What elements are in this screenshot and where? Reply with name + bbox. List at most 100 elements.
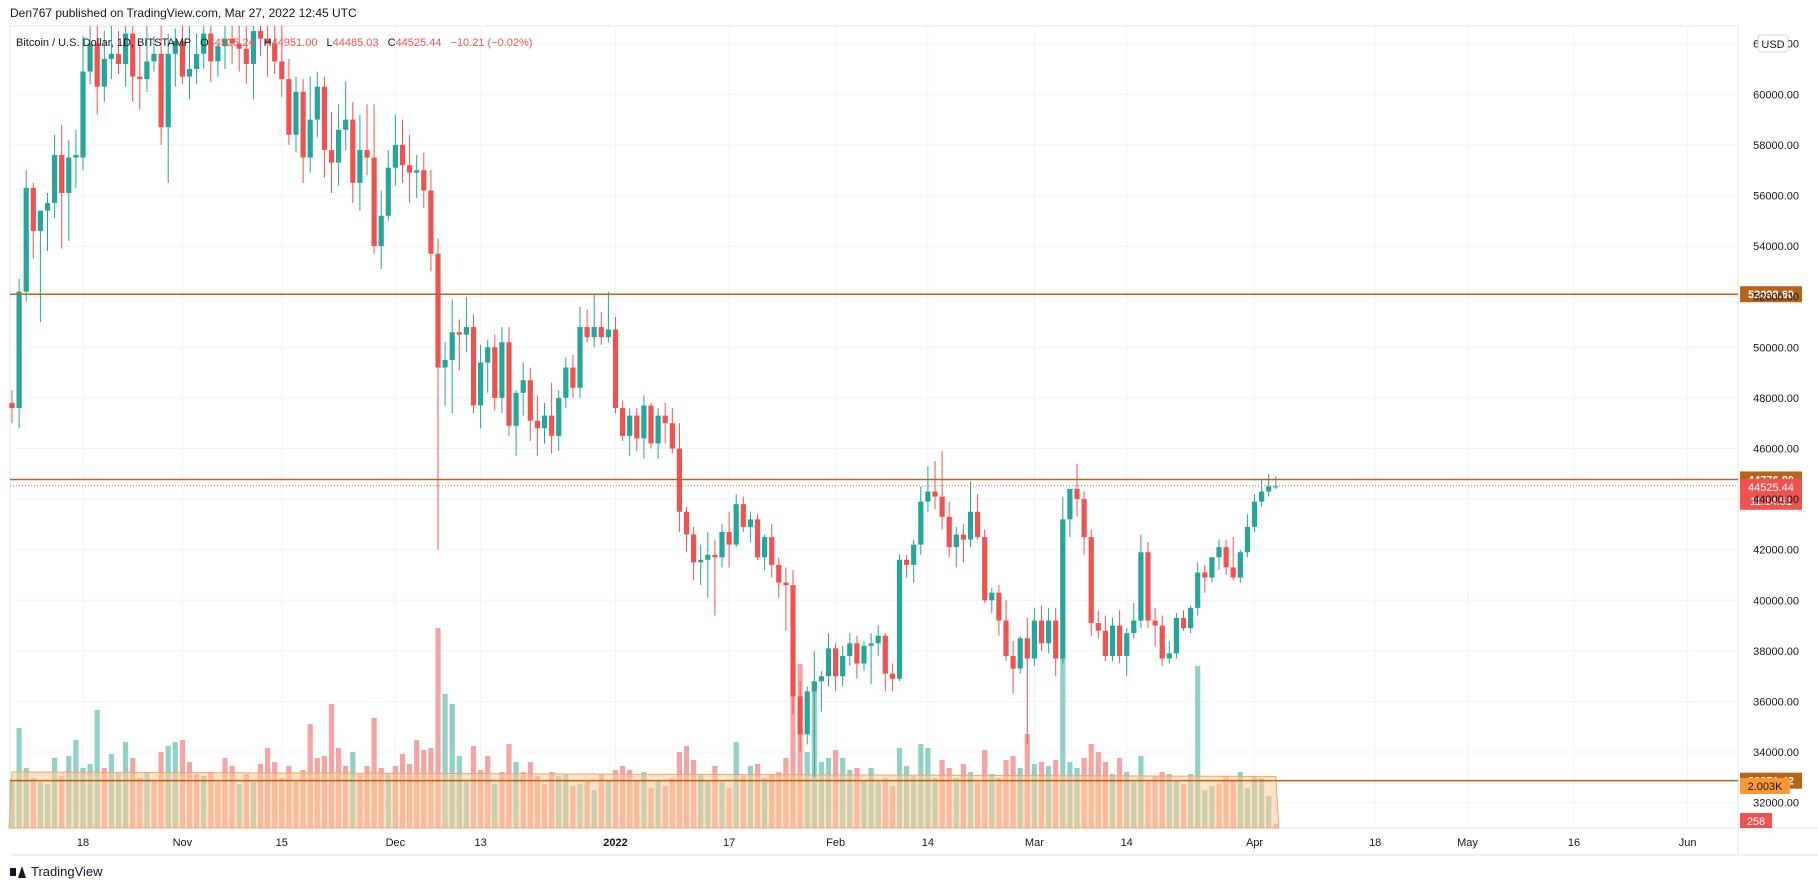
candle[interactable] bbox=[1251, 494, 1258, 532]
candle[interactable] bbox=[740, 496, 746, 532]
candle[interactable] bbox=[1216, 539, 1222, 570]
currency-badge[interactable]: USD bbox=[1761, 39, 1784, 51]
candle[interactable] bbox=[1074, 463, 1080, 517]
candle[interactable] bbox=[470, 314, 477, 414]
candle[interactable] bbox=[769, 524, 775, 578]
candle[interactable] bbox=[94, 26, 100, 115]
candle[interactable] bbox=[123, 26, 129, 87]
candle[interactable] bbox=[399, 119, 406, 183]
candle[interactable] bbox=[1138, 534, 1144, 629]
candle[interactable] bbox=[662, 402, 668, 444]
candle[interactable] bbox=[421, 152, 427, 209]
candle[interactable] bbox=[1109, 618, 1116, 662]
candle[interactable] bbox=[705, 531, 711, 598]
candle[interactable] bbox=[428, 170, 434, 272]
candle[interactable] bbox=[534, 395, 540, 457]
candle[interactable] bbox=[1152, 607, 1158, 646]
candle[interactable] bbox=[960, 524, 966, 563]
candle[interactable] bbox=[130, 26, 136, 102]
candle[interactable] bbox=[137, 43, 143, 110]
candle[interactable] bbox=[840, 645, 846, 687]
candle[interactable] bbox=[825, 633, 832, 687]
candle[interactable] bbox=[541, 402, 548, 444]
candle[interactable] bbox=[506, 327, 512, 436]
candle[interactable] bbox=[776, 557, 782, 598]
candle[interactable] bbox=[80, 36, 86, 171]
candle[interactable] bbox=[996, 585, 1002, 636]
candle[interactable] bbox=[591, 294, 597, 348]
candle[interactable] bbox=[1159, 615, 1165, 667]
candle[interactable] bbox=[911, 539, 917, 583]
candle[interactable] bbox=[208, 26, 214, 82]
candle[interactable] bbox=[66, 139, 72, 242]
candle[interactable] bbox=[371, 104, 377, 254]
candle[interactable] bbox=[1003, 600, 1009, 662]
candle[interactable] bbox=[520, 362, 526, 416]
candle[interactable] bbox=[165, 33, 171, 183]
candle[interactable] bbox=[1166, 640, 1172, 664]
candle[interactable] bbox=[683, 506, 690, 553]
candle[interactable] bbox=[272, 26, 278, 75]
candle[interactable] bbox=[215, 43, 221, 77]
candle[interactable] bbox=[87, 26, 93, 85]
candle[interactable] bbox=[414, 155, 420, 199]
candle[interactable] bbox=[605, 291, 611, 343]
candle[interactable] bbox=[584, 309, 590, 343]
candle[interactable] bbox=[854, 635, 860, 679]
candle[interactable] bbox=[499, 327, 505, 414]
candle[interactable] bbox=[818, 671, 824, 712]
candle[interactable] bbox=[833, 643, 839, 692]
candle[interactable] bbox=[1180, 610, 1187, 631]
candle[interactable] bbox=[385, 149, 391, 221]
candle[interactable] bbox=[1223, 539, 1229, 576]
candle[interactable] bbox=[669, 408, 675, 454]
candle[interactable] bbox=[918, 486, 924, 555]
candle[interactable] bbox=[151, 36, 157, 72]
candle[interactable] bbox=[52, 134, 58, 219]
candle[interactable] bbox=[1244, 514, 1250, 558]
candle[interactable] bbox=[875, 625, 881, 656]
candle[interactable] bbox=[179, 26, 185, 85]
candle[interactable] bbox=[975, 494, 981, 540]
candle[interactable] bbox=[449, 299, 455, 414]
candle[interactable] bbox=[250, 26, 256, 100]
candle[interactable] bbox=[1117, 610, 1123, 664]
candle[interactable] bbox=[108, 26, 114, 80]
candle[interactable] bbox=[1031, 607, 1037, 667]
candle[interactable] bbox=[896, 554, 903, 682]
horizontal-levels[interactable]: 52098.6044776.8032871.4244525.4411:14:51… bbox=[10, 286, 1802, 828]
candle[interactable] bbox=[30, 182, 36, 259]
candle[interactable] bbox=[612, 316, 619, 414]
candle[interactable] bbox=[9, 390, 15, 424]
candle[interactable] bbox=[698, 544, 704, 586]
candle[interactable] bbox=[882, 633, 888, 692]
candle[interactable] bbox=[868, 633, 874, 684]
candle[interactable] bbox=[1067, 488, 1073, 538]
candle[interactable] bbox=[790, 569, 796, 715]
candle[interactable] bbox=[754, 514, 761, 560]
candle[interactable] bbox=[527, 367, 533, 441]
candle[interactable] bbox=[194, 33, 200, 85]
candle[interactable] bbox=[783, 567, 789, 631]
candle[interactable] bbox=[641, 395, 647, 459]
candle[interactable] bbox=[549, 382, 555, 454]
candle[interactable] bbox=[648, 402, 654, 449]
candle[interactable] bbox=[811, 650, 817, 778]
candle[interactable] bbox=[37, 210, 43, 323]
candle[interactable] bbox=[463, 296, 469, 353]
candle[interactable] bbox=[925, 466, 931, 512]
candle[interactable] bbox=[350, 101, 356, 204]
candle[interactable] bbox=[627, 408, 633, 457]
candle[interactable] bbox=[556, 390, 562, 452]
candle[interactable] bbox=[847, 633, 853, 667]
candle[interactable] bbox=[392, 114, 398, 186]
candle[interactable] bbox=[279, 26, 285, 97]
candle[interactable] bbox=[1060, 496, 1066, 664]
candle[interactable] bbox=[1081, 491, 1087, 555]
candle[interactable] bbox=[357, 114, 363, 211]
candle[interactable] bbox=[1209, 557, 1215, 583]
candle[interactable] bbox=[1173, 612, 1179, 659]
candle[interactable] bbox=[989, 587, 995, 613]
candle[interactable] bbox=[1131, 602, 1137, 639]
